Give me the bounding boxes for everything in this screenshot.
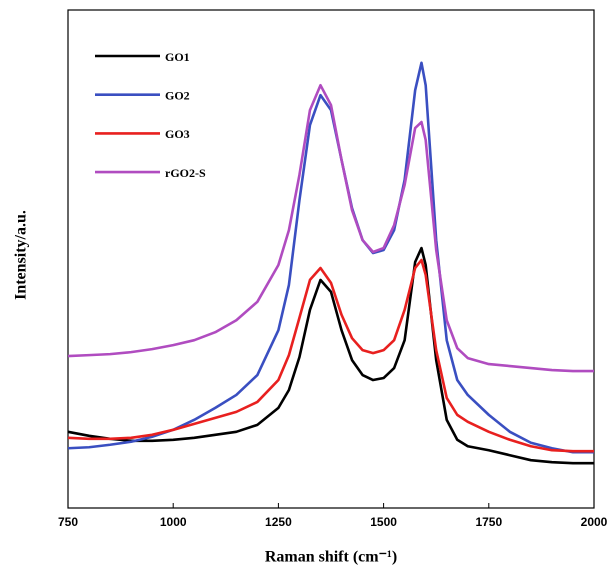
series-line xyxy=(67,246,594,465)
series-line xyxy=(67,61,594,454)
x-tick-label: 1250 xyxy=(265,515,292,529)
legend-label: GO1 xyxy=(165,50,190,64)
plot-frame xyxy=(67,9,595,509)
x-tick-label: 750 xyxy=(58,515,78,529)
x-tick-label: 1000 xyxy=(160,515,187,529)
x-tick-label: 2000 xyxy=(581,515,608,529)
legend-label: GO2 xyxy=(165,88,190,102)
x-tick-label: 1500 xyxy=(370,515,397,529)
series-line xyxy=(67,83,594,373)
series-line xyxy=(67,258,594,453)
y-axis-label: Intensity/a.u. xyxy=(13,210,30,300)
x-axis-label: Raman shift (cm⁻¹) xyxy=(265,549,397,566)
x-tick-label: 1750 xyxy=(475,515,502,529)
legend-label: rGO2-S xyxy=(165,166,206,180)
legend-label: GO3 xyxy=(165,127,190,141)
